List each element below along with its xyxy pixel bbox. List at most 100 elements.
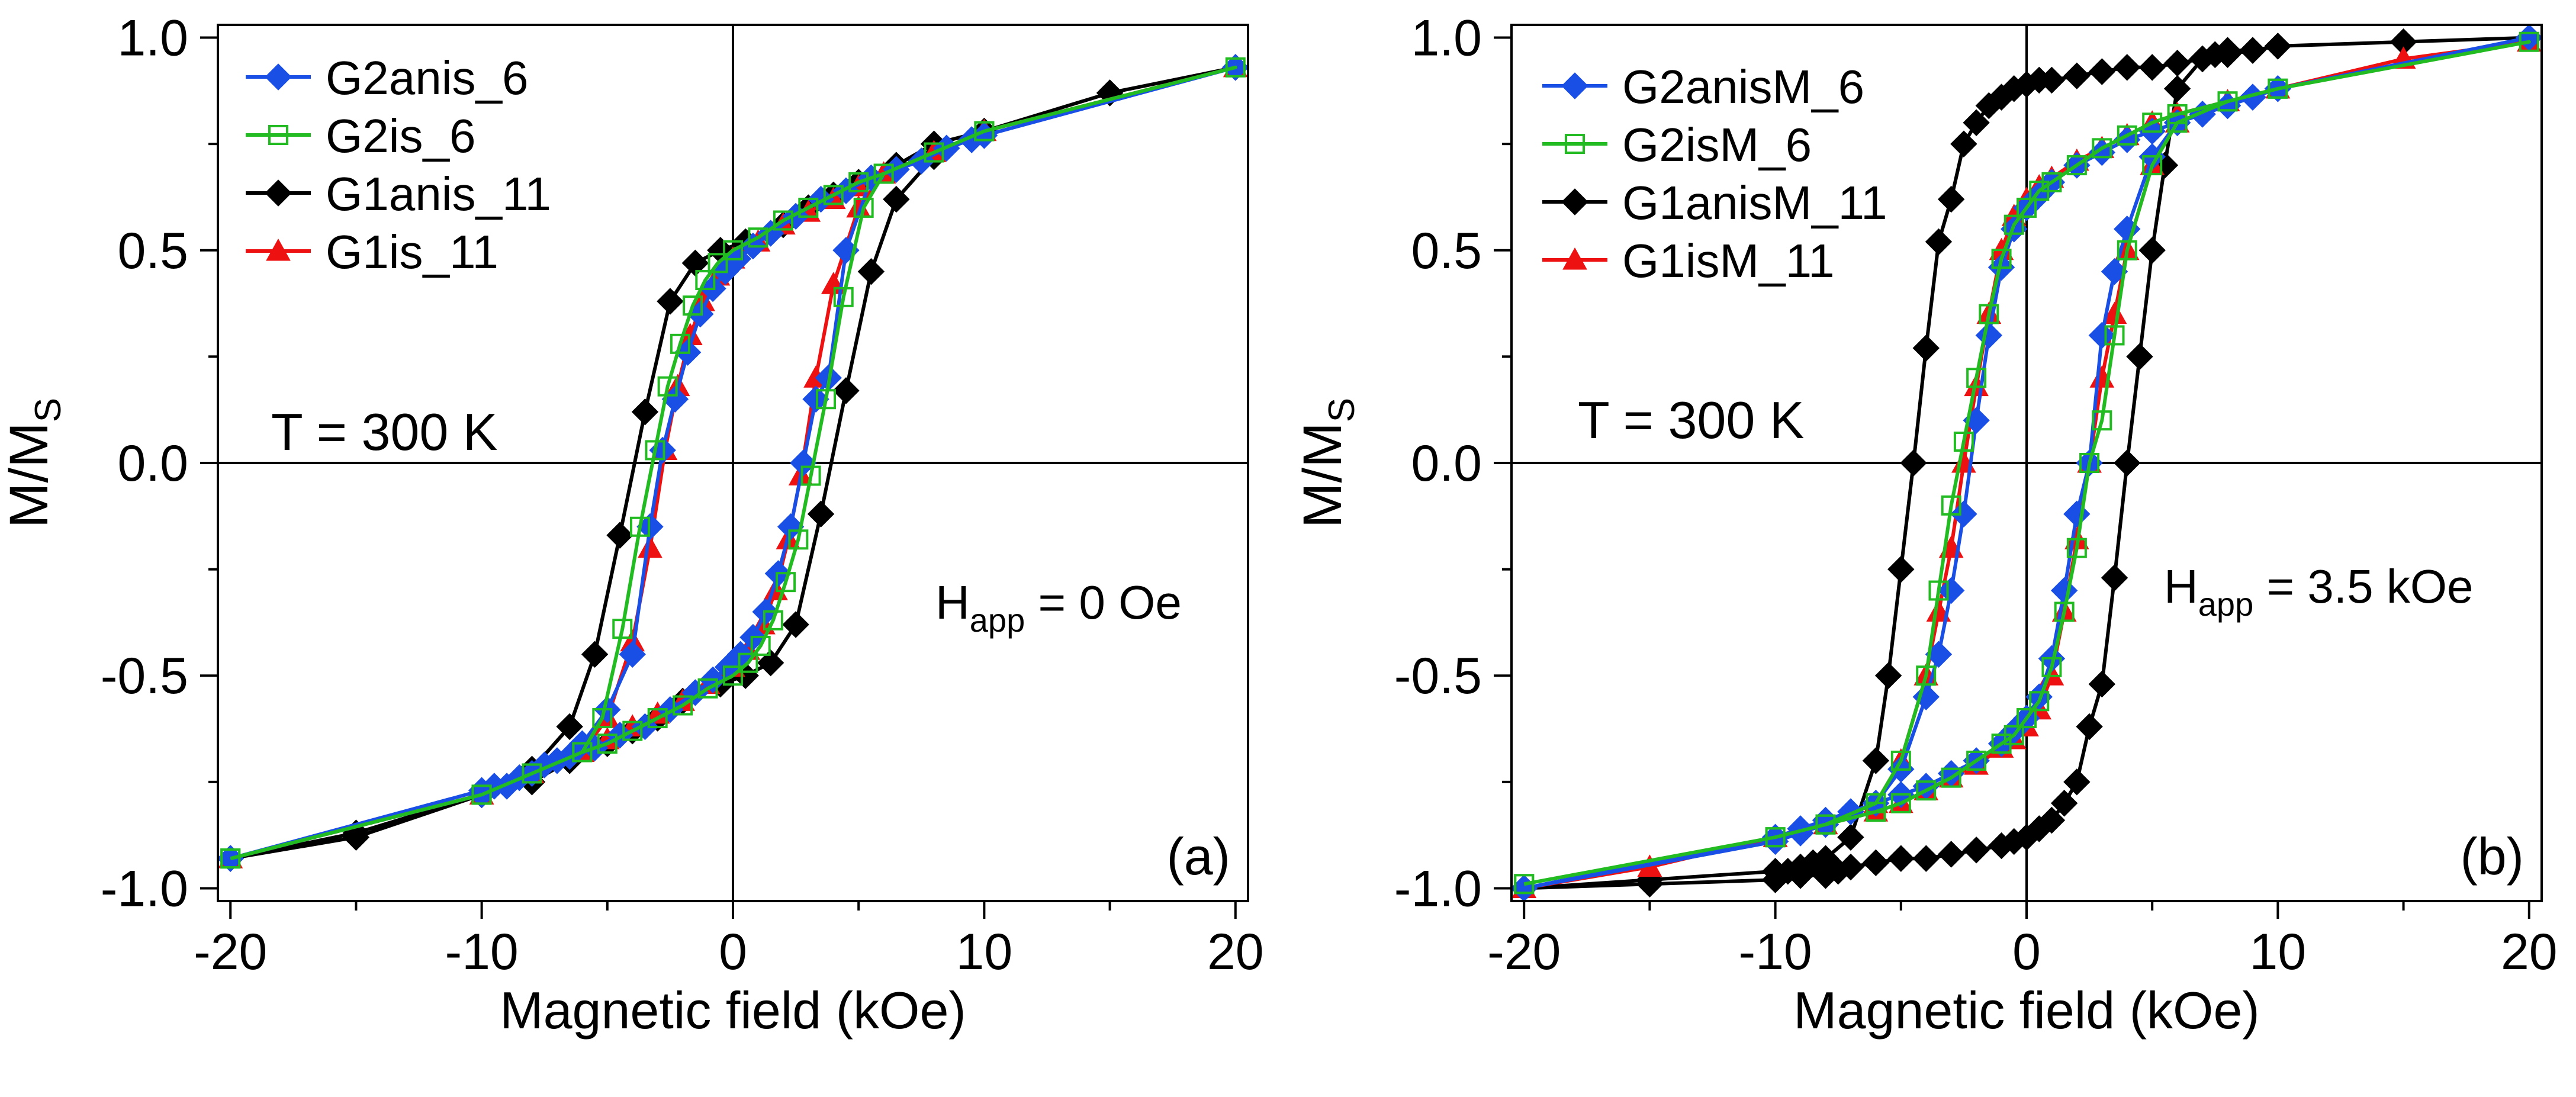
data-point xyxy=(2079,453,2100,473)
data-point xyxy=(790,449,817,477)
data-point xyxy=(2138,237,2166,264)
y-tick-label: 0.0 xyxy=(117,435,188,492)
data-point xyxy=(2142,112,2163,133)
y-axis-label-main: M/M xyxy=(1292,422,1353,528)
data-point xyxy=(697,678,718,699)
data-point xyxy=(2167,112,2188,133)
legend-entry-g2anism-6: G2anisM_6 xyxy=(1542,60,1864,113)
data-point xyxy=(1928,580,1949,601)
y-tick-label: 1.0 xyxy=(1411,10,1482,67)
data-point xyxy=(1950,500,1977,527)
y-tick-label: -0.5 xyxy=(101,648,188,704)
y-axis-label-sub: S xyxy=(28,398,69,422)
data-point xyxy=(2017,197,2037,218)
legend-label: G2anisM_6 xyxy=(1622,60,1864,113)
data-point xyxy=(800,465,821,486)
data-point xyxy=(1925,228,1953,256)
legend-entry-g1is-11: G1is_11 xyxy=(246,226,499,278)
data-point xyxy=(2050,790,2078,817)
data-point xyxy=(2041,657,2062,677)
legend-label: G2isM_6 xyxy=(1622,118,1812,171)
temperature-annotation: T = 300 K xyxy=(1578,391,1804,449)
data-point xyxy=(612,619,633,639)
data-point xyxy=(683,295,703,316)
data-point xyxy=(2519,31,2539,52)
data-point xyxy=(757,649,784,677)
data-point xyxy=(857,258,885,285)
y-tick-label: -1.0 xyxy=(1394,860,1482,917)
data-point xyxy=(670,333,690,354)
data-point xyxy=(1950,130,1977,157)
field-annotation: Happ = 3.5 kOe xyxy=(2164,560,2474,623)
data-point xyxy=(2063,500,2091,527)
x-tick-label: -10 xyxy=(445,924,518,980)
data-point xyxy=(848,172,869,192)
data-point xyxy=(581,641,609,668)
data-point xyxy=(782,611,809,638)
data-point xyxy=(2217,91,2238,112)
field-annotation-value: = 3.5 kOe xyxy=(2253,560,2473,613)
field-annotation-main: H xyxy=(2164,560,2198,613)
legend-entry-g1ism-11: G1isM_11 xyxy=(1542,234,1835,287)
data-point xyxy=(748,227,768,248)
y-axis-label: M/MS xyxy=(1292,398,1362,528)
legend-label: G1is_11 xyxy=(326,226,499,278)
data-point xyxy=(2163,49,2191,77)
data-point xyxy=(592,708,613,729)
x-tick-label: 10 xyxy=(956,924,1013,980)
panel-label: (a) xyxy=(1166,827,1230,886)
data-point xyxy=(2063,62,2091,89)
data-point xyxy=(2142,155,2163,176)
panel-a: -20 -10 0 10 20 -1.0 -0.5 0.0 0.5 1.0 Magnetic fie… xyxy=(0,10,1264,1040)
field-annotation-sub: app xyxy=(2198,586,2253,623)
legend-marker xyxy=(268,125,288,145)
y-tick-label: 1.0 xyxy=(117,10,188,67)
legend-label: G2anis_6 xyxy=(326,52,528,104)
data-point xyxy=(1937,841,1965,868)
data-point xyxy=(657,376,678,397)
legend-entry-g2anis-6: G2anis_6 xyxy=(246,52,528,104)
data-point xyxy=(1966,368,1987,388)
data-point xyxy=(606,522,633,549)
data-point xyxy=(1963,109,1990,136)
data-point xyxy=(220,848,241,869)
legend-marker xyxy=(265,179,292,207)
data-point xyxy=(2088,321,2116,349)
data-point xyxy=(1761,866,1789,893)
data-point xyxy=(2076,713,2103,741)
data-point xyxy=(2017,708,2037,729)
data-point xyxy=(572,742,593,763)
data-point xyxy=(1963,837,1990,864)
data-point xyxy=(776,572,796,593)
x-axis-label: Magnetic field (kOe) xyxy=(1793,981,2259,1040)
legend-entry-g1anism-11: G1anisM_11 xyxy=(1542,176,1887,229)
data-point xyxy=(2088,58,2116,85)
data-point xyxy=(763,610,783,630)
legend-entry-g2ism-6: G2isM_6 xyxy=(1542,118,1812,171)
data-point xyxy=(2092,138,2112,159)
legend-marker xyxy=(1562,247,1587,270)
data-point xyxy=(1890,793,1911,813)
data-point xyxy=(1815,814,1836,835)
data-point xyxy=(798,197,819,218)
series-g2ism-6 xyxy=(1514,31,2539,895)
data-point xyxy=(2101,564,2128,591)
legend: G2anis_6 G2is_6 G1anis_11 G1is_11 xyxy=(246,52,551,278)
panel-label: (b) xyxy=(2460,827,2524,886)
y-tick-label: 0.5 xyxy=(117,223,188,279)
legend-marker xyxy=(266,238,291,261)
field-annotation-value: = 0 Oe xyxy=(1025,576,1182,629)
data-point xyxy=(924,142,944,163)
x-tick-label: 20 xyxy=(1207,924,1264,980)
data-point xyxy=(1991,249,2012,269)
data-point xyxy=(471,784,492,805)
data-point xyxy=(1991,734,2012,754)
data-point xyxy=(2066,538,2087,558)
data-point xyxy=(1887,555,1915,583)
data-point xyxy=(1916,780,1937,801)
data-point xyxy=(2003,214,2024,235)
data-point xyxy=(1937,185,1965,213)
data-point xyxy=(695,270,716,291)
data-point xyxy=(723,665,743,686)
data-point xyxy=(1900,449,1927,477)
